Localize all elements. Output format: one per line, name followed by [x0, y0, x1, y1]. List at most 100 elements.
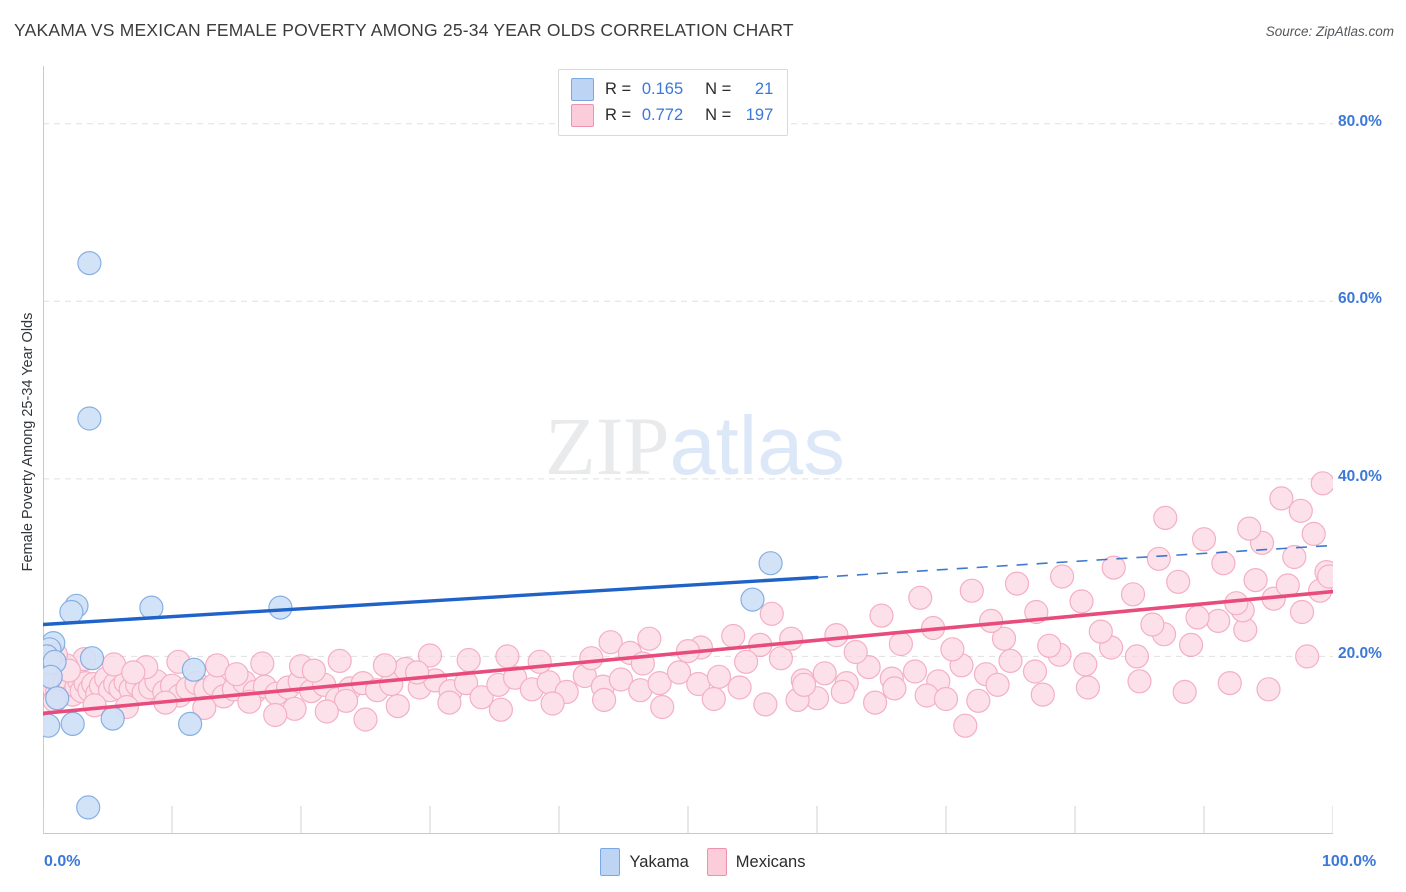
data-point[interactable] [1101, 555, 1126, 580]
data-point[interactable] [334, 688, 359, 713]
data-point[interactable] [59, 599, 84, 625]
data-point[interactable] [1178, 632, 1204, 658]
data-point[interactable] [830, 679, 855, 705]
data-point[interactable] [385, 693, 410, 719]
data-point[interactable] [469, 685, 494, 710]
data-point[interactable] [740, 587, 765, 612]
data-point[interactable] [753, 692, 778, 717]
data-point[interactable] [1217, 670, 1242, 696]
data-point[interactable] [966, 688, 991, 713]
data-point[interactable] [1022, 659, 1048, 684]
data-point[interactable] [77, 406, 102, 431]
data-point[interactable] [181, 657, 206, 682]
data-point[interactable] [1288, 498, 1313, 523]
data-point[interactable] [953, 713, 978, 738]
data-point[interactable] [637, 626, 662, 651]
data-point[interactable] [759, 601, 784, 626]
data-point[interactable] [503, 665, 528, 690]
data-point[interactable] [1037, 633, 1062, 658]
data-point[interactable] [978, 608, 1004, 634]
data-point[interactable] [869, 603, 894, 628]
data-point[interactable] [888, 631, 914, 657]
data-point[interactable] [666, 660, 692, 685]
data-point[interactable] [1140, 612, 1165, 637]
data-point[interactable] [527, 649, 552, 674]
data-point[interactable] [1073, 652, 1098, 677]
data-point[interactable] [540, 691, 565, 716]
data-point[interactable] [178, 711, 203, 737]
legend-item-mexicans[interactable]: Mexicans [706, 848, 806, 876]
data-point[interactable] [250, 651, 275, 676]
data-point[interactable] [1146, 546, 1171, 571]
data-point[interactable] [1295, 644, 1320, 669]
data-point[interactable] [1030, 682, 1055, 707]
data-point[interactable] [758, 551, 783, 576]
data-point[interactable] [843, 639, 868, 665]
data-point[interactable] [1166, 569, 1191, 594]
data-point[interactable] [1289, 599, 1315, 625]
data-point[interactable] [791, 672, 817, 697]
data-point[interactable] [991, 626, 1017, 651]
data-point[interactable] [1237, 516, 1262, 541]
data-point[interactable] [314, 699, 339, 724]
data-point[interactable] [701, 686, 726, 712]
data-point[interactable] [372, 653, 397, 678]
data-point[interactable] [779, 626, 804, 651]
data-point[interactable] [882, 676, 907, 701]
data-point[interactable] [1120, 582, 1146, 607]
data-point[interactable] [1185, 605, 1210, 630]
data-point[interactable] [100, 706, 125, 731]
data-point[interactable] [417, 643, 443, 668]
data-point[interactable] [353, 707, 378, 732]
data-point[interactable] [60, 711, 85, 737]
data-point[interactable] [263, 702, 288, 728]
data-point[interactable] [591, 687, 617, 713]
data-point[interactable] [908, 585, 933, 610]
data-point[interactable] [1075, 675, 1101, 700]
data-point[interactable] [1310, 471, 1333, 496]
data-point[interactable] [706, 664, 732, 689]
data-point[interactable] [768, 646, 794, 671]
data-point[interactable] [1269, 486, 1294, 511]
data-point[interactable] [933, 686, 959, 712]
data-point[interactable] [1206, 608, 1231, 634]
data-point[interactable] [77, 251, 102, 276]
data-point[interactable] [1301, 521, 1326, 546]
data-point[interactable] [301, 658, 326, 683]
data-point[interactable] [650, 694, 675, 720]
data-point[interactable] [43, 664, 63, 689]
data-point[interactable] [1069, 589, 1094, 614]
data-point[interactable] [43, 713, 61, 738]
data-point[interactable] [824, 622, 849, 648]
data-point[interactable] [79, 646, 105, 671]
data-point[interactable] [1124, 644, 1150, 669]
data-point[interactable] [76, 795, 101, 820]
data-point[interactable] [268, 595, 293, 620]
data-point[interactable] [647, 670, 672, 696]
data-point[interactable] [608, 667, 634, 692]
data-point[interactable] [579, 646, 604, 671]
data-point[interactable] [998, 648, 1023, 674]
data-point[interactable] [437, 690, 462, 715]
data-point[interactable] [1049, 564, 1075, 589]
data-point[interactable] [1172, 679, 1197, 705]
data-point[interactable] [1256, 677, 1281, 702]
data-point[interactable] [1282, 544, 1307, 570]
data-point[interactable] [1153, 505, 1178, 530]
data-point[interactable] [985, 672, 1010, 697]
data-point[interactable] [959, 578, 984, 603]
data-point[interactable] [1004, 571, 1030, 596]
data-point[interactable] [121, 660, 146, 685]
data-point[interactable] [1211, 551, 1236, 576]
data-point[interactable] [45, 686, 70, 711]
legend-item-yakama[interactable]: Yakama [600, 848, 689, 876]
data-point[interactable] [82, 693, 107, 718]
data-point[interactable] [139, 595, 164, 620]
data-point[interactable] [727, 675, 752, 700]
data-point[interactable] [495, 644, 520, 669]
data-point[interactable] [327, 648, 352, 674]
data-point[interactable] [1127, 669, 1152, 694]
data-point[interactable] [902, 659, 928, 684]
data-point[interactable] [1317, 564, 1333, 589]
data-point[interactable] [1243, 567, 1268, 593]
